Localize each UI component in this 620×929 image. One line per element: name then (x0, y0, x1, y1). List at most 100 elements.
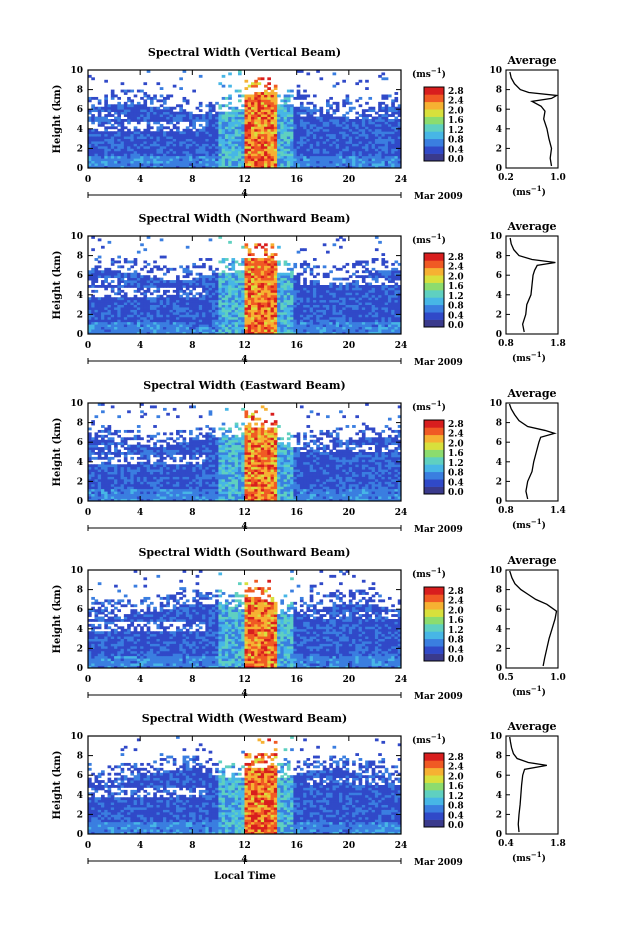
heatmap-cell (110, 297, 115, 301)
heatmap-cell (384, 160, 389, 164)
heatmap-cell (176, 126, 180, 130)
heatmap-cell (326, 321, 330, 325)
heatmap-cell (104, 133, 108, 137)
heatmap-cell (332, 72, 337, 76)
heatmap-cell (218, 304, 223, 308)
heatmap-cell (127, 119, 131, 122)
heatmap-cell (257, 292, 262, 296)
colorbar-swatch (424, 138, 444, 147)
heatmap-cell (361, 292, 366, 296)
heatmap-cell (397, 111, 402, 115)
heatmap-cell (237, 109, 242, 113)
heatmap-cell (254, 270, 258, 274)
heatmap-cell (237, 309, 242, 313)
heatmap-cell (319, 331, 324, 335)
heatmap-cell (358, 143, 363, 147)
heatmap-cell (326, 114, 330, 117)
heatmap-cell (221, 331, 226, 335)
heatmap-cell (159, 326, 164, 330)
heatmap-cell (247, 121, 252, 125)
heatmap-cell (117, 119, 121, 122)
heatmap-cell (198, 285, 203, 288)
heatmap-cell (101, 121, 105, 125)
heatmap-cell (228, 240, 232, 244)
heatmap-cell (94, 319, 99, 323)
heatmap-cell (391, 104, 395, 108)
heatmap-cell (345, 138, 350, 142)
heatmap-cell (306, 287, 311, 291)
heatmap-cell (224, 294, 229, 298)
heatmap-cell (329, 165, 333, 169)
heatmap-cell (107, 299, 112, 303)
heatmap-cell (211, 272, 216, 276)
heatmap-cell (172, 131, 177, 135)
heatmap-cell (205, 292, 210, 296)
heatmap-cell (387, 136, 392, 139)
heatmap-cell (117, 131, 121, 135)
heatmap-cell (306, 292, 311, 296)
heatmap-cell (335, 123, 340, 127)
heatmap-cell (231, 143, 236, 147)
heatmap-cell (316, 148, 320, 152)
heatmap-cell (189, 136, 193, 139)
heatmap-cell (247, 302, 252, 305)
heatmap-cell (293, 326, 298, 330)
heatmap-cell (215, 133, 219, 137)
heatmap-cell (257, 307, 262, 310)
heatmap-cell (322, 275, 327, 279)
heatmap-cell (368, 292, 373, 296)
heatmap-cell (312, 150, 317, 154)
heatmap-cell (198, 133, 203, 137)
heatmap-cell (358, 163, 363, 166)
heatmap-cell (247, 272, 252, 276)
heatmap-cell (391, 128, 395, 132)
heatmap-cell (162, 280, 167, 283)
heatmap-cell (247, 270, 252, 274)
heatmap-cell (312, 94, 317, 98)
heatmap-cell (335, 297, 340, 301)
heatmap-cell (195, 265, 200, 269)
heatmap-cell (332, 101, 337, 105)
heatmap-cell (189, 165, 193, 169)
heatmap-cell (309, 321, 314, 325)
heatmap-cell (277, 260, 281, 264)
heatmap-cell (88, 321, 92, 325)
heatmap-cell (332, 145, 337, 149)
heatmap-cell (270, 289, 275, 293)
heatmap-cell (228, 297, 232, 301)
heatmap-cell (306, 294, 311, 298)
heatmap-cell (374, 294, 379, 298)
heatmap-cell (267, 109, 271, 113)
heatmap-cell (384, 270, 389, 274)
heatmap-cell (378, 311, 382, 315)
heatmap-cell (335, 160, 340, 164)
heatmap-cell (120, 321, 125, 325)
heatmap-cell (329, 131, 333, 135)
heatmap-cell (241, 114, 245, 117)
heatmap-cell (146, 282, 151, 286)
heatmap-cell (192, 163, 196, 166)
heatmap-cell (228, 280, 232, 283)
heatmap-cell (228, 145, 232, 149)
heatmap-cell (378, 138, 382, 142)
heatmap-cell (234, 309, 239, 313)
heatmap-cell (361, 143, 366, 147)
heatmap-cell (228, 314, 232, 318)
heatmap-cell (169, 136, 174, 139)
heatmap-cell (277, 321, 281, 325)
heatmap-cell (104, 304, 108, 308)
heatmap-cell (211, 148, 216, 152)
heatmap-cell (283, 307, 288, 310)
heatmap-cell (140, 104, 144, 108)
heatmap-cell (101, 314, 105, 318)
heatmap-cell (120, 155, 125, 159)
heatmap-cell (273, 160, 278, 164)
heatmap-cell (290, 287, 294, 291)
heatmap-cell (312, 163, 317, 166)
heatmap-cell (241, 294, 245, 298)
heatmap-cell (348, 287, 353, 291)
heatmap-cell (290, 277, 294, 281)
heatmap-cell (397, 128, 402, 132)
heatmap-cell (378, 316, 382, 320)
heatmap-cell (153, 324, 157, 328)
